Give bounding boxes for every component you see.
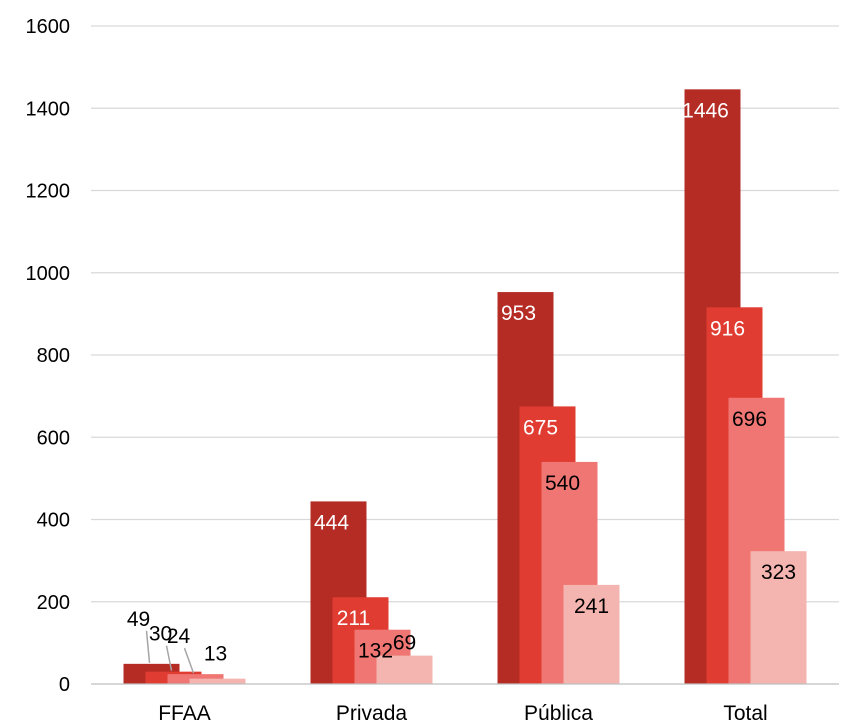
data-label-privada-4: 69 — [393, 632, 416, 655]
data-label-ffaa-4: 13 — [204, 643, 227, 666]
bar-ffaa-4 — [189, 678, 246, 684]
data-label-pública-4: 241 — [574, 595, 609, 618]
y-tick-label: 600 — [37, 427, 70, 449]
data-label-total-1: 1446 — [682, 99, 729, 122]
data-label-ffaa-3: 24 — [167, 625, 191, 648]
x-category-label: Pública — [524, 702, 593, 725]
data-label-total-2: 916 — [710, 317, 745, 340]
leader-line — [183, 647, 195, 674]
data-label-total-4: 323 — [761, 561, 796, 584]
y-tick-label: 0 — [59, 674, 70, 696]
bar-total-4 — [750, 551, 807, 684]
data-label-privada-2: 211 — [337, 607, 370, 630]
x-category-label: Total — [723, 702, 767, 725]
data-label-privada-1: 444 — [314, 511, 349, 534]
data-label-ffaa-1: 49 — [127, 608, 150, 631]
y-tick-label: 1000 — [26, 263, 71, 285]
y-tick-label: 800 — [37, 345, 70, 367]
data-label-privada-3: 132 — [358, 640, 393, 663]
y-axis-ticks: 0 200 400 600 800 1000 1200 1400 1600 — [26, 16, 71, 696]
label-leader-lines — [145, 630, 195, 674]
y-tick-label: 400 — [37, 510, 70, 532]
x-category-label: FFAA — [158, 702, 211, 725]
y-tick-label: 200 — [37, 592, 70, 614]
bar-pública-4 — [563, 584, 620, 684]
bars — [123, 89, 807, 684]
x-category-label: Privada — [336, 702, 408, 725]
bar-privada-4 — [376, 655, 433, 684]
data-label-pública-1: 953 — [501, 302, 536, 325]
data-label-ffaa-2: 30 — [149, 623, 172, 646]
leader-line — [165, 645, 173, 671]
y-tick-label: 1600 — [26, 16, 71, 38]
x-axis-categories: FFAA Privada Pública Total — [158, 702, 767, 725]
y-tick-label: 1200 — [26, 181, 71, 203]
data-label-pública-3: 540 — [545, 472, 580, 495]
leader-line — [145, 630, 151, 663]
y-tick-label: 1400 — [26, 98, 71, 120]
gridlines — [91, 25, 839, 603]
data-label-pública-2: 675 — [523, 416, 558, 439]
data-label-total-3: 696 — [732, 408, 767, 431]
